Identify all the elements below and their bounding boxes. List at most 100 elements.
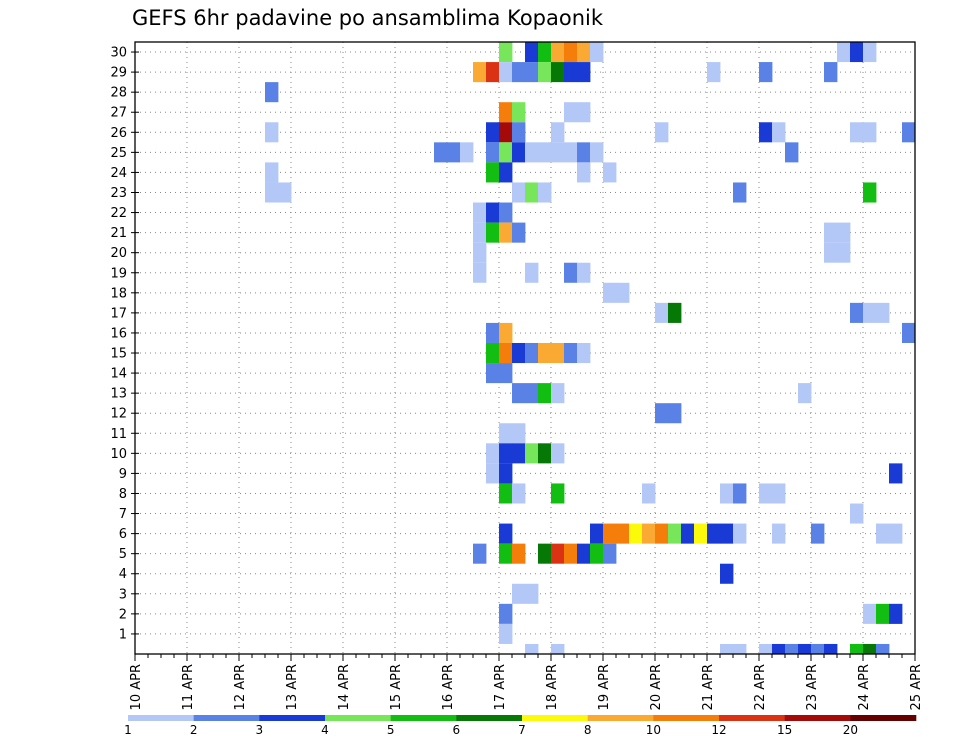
y-tick-label: 28 — [110, 86, 127, 101]
x-tick-label: 13 APR — [285, 664, 300, 710]
y-tick-label: 2 — [119, 607, 127, 622]
heatmap-cell — [265, 82, 279, 103]
heatmap-cell — [278, 182, 292, 203]
x-axis: 10 APR 11 APR 12 APR 13 APR 14 APR 15 APR 16 A… — [129, 654, 924, 710]
heatmap-cell — [486, 342, 500, 364]
heatmap-cell — [499, 342, 513, 364]
heatmap-cell — [512, 182, 526, 203]
colorbar-swatch — [522, 715, 588, 721]
heatmap-cell — [486, 222, 500, 243]
x-tick-label: 19 APR — [597, 664, 612, 710]
heatmap-cell — [837, 222, 851, 243]
y-tick-label: 26 — [110, 126, 127, 141]
colorbar-label: 2 — [190, 723, 198, 737]
y-tick-label: 22 — [110, 206, 127, 221]
heatmap-cell — [564, 102, 578, 123]
heatmap-cell — [668, 523, 682, 544]
heatmap-cell — [499, 62, 513, 83]
y-tick-label: 21 — [110, 226, 127, 241]
x-tick-label: 16 APR — [441, 664, 456, 710]
heatmap-cell — [525, 383, 539, 404]
heatmap-cell — [538, 543, 552, 564]
heatmap-cell — [525, 42, 539, 63]
heatmap-cell — [616, 523, 630, 544]
heatmap-cell — [577, 42, 591, 63]
heatmap-cell — [473, 62, 487, 83]
heatmap-cell — [538, 383, 552, 404]
colorbar-swatch — [653, 715, 720, 721]
heatmap-cell — [512, 443, 526, 464]
heatmap-cell — [707, 62, 721, 83]
x-tick-label: 24 APR — [857, 664, 872, 710]
heatmap-cell — [499, 222, 513, 243]
heatmap-cell — [512, 342, 526, 364]
heatmap-cell — [525, 583, 539, 604]
heatmap-cell — [512, 62, 526, 83]
heatmap-cell — [551, 543, 565, 564]
heatmap-cell — [486, 322, 500, 343]
heatmap-cell — [538, 182, 552, 203]
heatmap-cell — [551, 383, 565, 404]
heatmap-cell — [772, 643, 786, 654]
y-tick-label: 29 — [110, 66, 127, 81]
heatmap-cell — [902, 322, 916, 343]
heatmap-cell — [850, 42, 864, 63]
heatmap-cell — [499, 142, 513, 163]
heatmap-cell — [473, 543, 487, 564]
y-tick-label: 4 — [119, 567, 127, 582]
heatmap-cell — [642, 483, 656, 504]
colorbar-swatch — [456, 715, 523, 721]
heatmap-cell — [564, 62, 578, 83]
heatmap-cell — [759, 122, 773, 143]
colorbar-label: 12 — [711, 723, 726, 737]
y-tick-label: 24 — [110, 166, 127, 181]
heatmap-cell — [447, 142, 461, 163]
heatmap-cell — [590, 142, 604, 163]
colorbar-label: 15 — [777, 723, 792, 737]
heatmap-cell — [551, 443, 565, 464]
heatmap-cell — [655, 523, 669, 544]
heatmap-cell — [525, 262, 539, 283]
colorbar-label: 6 — [453, 723, 461, 737]
heatmap-cell — [590, 42, 604, 63]
y-tick-label: 11 — [110, 427, 127, 442]
heatmap-cell — [525, 182, 539, 203]
heatmap-cell — [616, 282, 630, 303]
heatmap-cell — [629, 523, 643, 544]
heatmap-cell — [824, 62, 838, 83]
heatmap-cell — [876, 523, 890, 544]
heatmap-cell — [486, 62, 500, 83]
y-tick-label: 15 — [110, 347, 127, 362]
y-tick-label: 9 — [119, 467, 127, 482]
y-tick-label: 16 — [110, 326, 127, 341]
y-tick-label: 10 — [110, 447, 127, 462]
heatmap-cell — [824, 222, 838, 243]
y-tick-label: 5 — [119, 547, 127, 562]
x-tick-label: 17 APR — [493, 664, 508, 710]
heatmap-cell — [486, 443, 500, 464]
colorbar-swatch — [850, 715, 917, 721]
heatmap-cell — [876, 603, 890, 624]
heatmap-cell — [889, 523, 903, 544]
heatmap-cell — [863, 603, 877, 624]
colorbar-label: 10 — [646, 723, 661, 737]
heatmap-cell — [863, 42, 877, 63]
x-tick-label: 25 APR — [909, 664, 924, 710]
heatmap-cell — [499, 543, 513, 564]
heatmap-cell — [525, 62, 539, 83]
heatmap-cell — [499, 423, 513, 444]
heatmap-cell — [499, 623, 513, 644]
heatmap-cell — [486, 463, 500, 484]
heatmap-cell — [538, 443, 552, 464]
heatmap-cell — [824, 242, 838, 263]
heatmap-cell — [525, 643, 539, 654]
heatmap-cell — [551, 42, 565, 63]
heatmap-cell — [564, 142, 578, 163]
heatmap-cell — [551, 342, 565, 364]
heatmap-cell — [564, 42, 578, 63]
y-tick-label: 8 — [119, 487, 127, 502]
heatmap-cell — [486, 363, 500, 384]
colorbar: 1 2 3 4 5 6 7 8 10 12 15 20 — [124, 715, 917, 737]
heatmap-cell — [551, 483, 565, 504]
x-tick-label: 11 APR — [181, 664, 196, 710]
